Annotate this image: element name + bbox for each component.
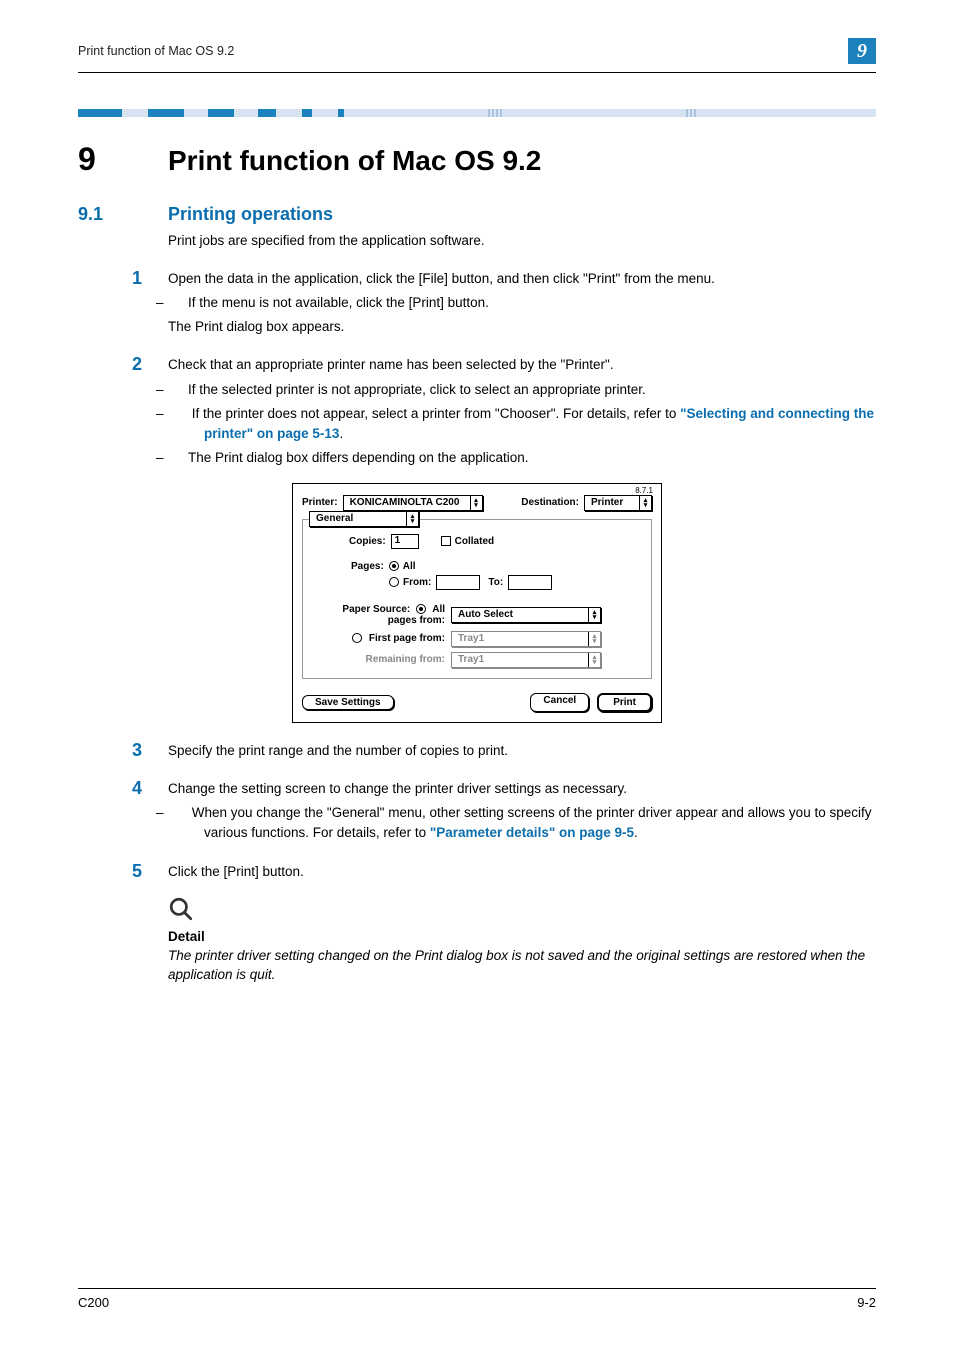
xref-link[interactable]: "Parameter details" on page 9-5 <box>430 825 634 840</box>
firstpage-radio[interactable] <box>352 633 362 643</box>
print-dialog: 8.7.1 Printer: KONICAMINOLTA C200 ▴▾ Des… <box>292 483 662 723</box>
footer-model: C200 <box>78 1295 109 1310</box>
chevron-updown-icon: ▴▾ <box>588 632 600 646</box>
step-text: Specify the print range and the number o… <box>168 741 876 761</box>
pages-all-label: All <box>403 561 416 572</box>
pages-from-radio[interactable] <box>389 577 399 587</box>
chapter-title: Print function of Mac OS 9.2 <box>168 145 541 177</box>
cancel-button[interactable]: Cancel <box>530 693 589 712</box>
step-sub: If the selected printer is not appropria… <box>188 380 876 400</box>
note-body: The printer driver setting changed on th… <box>168 947 876 985</box>
step-sub: The Print dialog box differs depending o… <box>188 448 876 468</box>
step-sub: If the printer does not appear, select a… <box>188 404 876 445</box>
printer-value: KONICAMINOLTA C200 <box>344 497 466 508</box>
pages-all-radio[interactable] <box>389 561 399 571</box>
footer-page: 9-2 <box>857 1295 876 1310</box>
allpages-radio[interactable] <box>416 604 426 614</box>
footer-rule <box>78 1288 876 1289</box>
magnifier-icon <box>168 909 194 926</box>
pages-to-label: To: <box>488 577 503 588</box>
step-number: 5 <box>132 862 168 882</box>
copies-label: Copies: <box>349 536 386 547</box>
step-text: Open the data in the application, click … <box>168 269 876 289</box>
printer-label: Printer: <box>302 497 338 508</box>
pages-from-label: From: <box>403 577 431 588</box>
allpages-select[interactable]: Auto Select ▴▾ <box>451 607 601 623</box>
intro-text: Print jobs are specified from the applic… <box>168 231 876 251</box>
step-sub-tail: . <box>634 825 638 840</box>
printer-select[interactable]: KONICAMINOLTA C200 ▴▾ <box>343 495 483 511</box>
note-title: Detail <box>168 929 876 944</box>
panel-select[interactable]: General ▴▾ <box>309 511 419 527</box>
step-sub-tail: . <box>339 426 343 441</box>
destination-select[interactable]: Printer ▴▾ <box>584 495 652 511</box>
step-number: 3 <box>132 741 168 761</box>
step-text: Click the [Print] button. <box>168 862 876 882</box>
save-settings-button[interactable]: Save Settings <box>302 695 394 710</box>
chevron-updown-icon: ▴▾ <box>470 496 482 510</box>
step-after: The Print dialog box appears. <box>168 317 876 337</box>
destination-label: Destination: <box>521 497 579 508</box>
remaining-select: Tray1 ▴▾ <box>451 652 601 668</box>
chevron-updown-icon: ▴▾ <box>406 512 418 526</box>
section-title: Printing operations <box>168 204 333 225</box>
panel-value: General <box>310 513 359 524</box>
remaining-label: Remaining from: <box>311 654 451 665</box>
remaining-value: Tray1 <box>452 654 490 665</box>
step-sub-text: If the printer does not appear, select a… <box>192 406 680 421</box>
firstpage-value: Tray1 <box>452 633 490 644</box>
chevron-updown-icon: ▴▾ <box>588 653 600 667</box>
firstpage-select: Tray1 ▴▾ <box>451 631 601 647</box>
destination-value: Printer <box>585 497 629 508</box>
dialog-version: 8.7.1 <box>635 486 653 495</box>
allpages-value: Auto Select <box>452 609 519 620</box>
collated-label: Collated <box>455 536 494 547</box>
chevron-updown-icon: ▴▾ <box>588 608 600 622</box>
step-sub: If the menu is not available, click the … <box>188 293 876 313</box>
separator-stripe <box>78 109 876 117</box>
pages-from-input[interactable] <box>436 575 480 590</box>
step-sub: When you change the "General" menu, othe… <box>188 803 876 844</box>
chevron-updown-icon: ▴▾ <box>639 496 651 510</box>
pages-label: Pages: <box>351 561 384 572</box>
step-text: Check that an appropriate printer name h… <box>168 355 876 375</box>
print-button[interactable]: Print <box>597 693 652 712</box>
running-title: Print function of Mac OS 9.2 <box>78 44 234 58</box>
header-rule <box>78 72 876 73</box>
step-text: Change the setting screen to change the … <box>168 779 876 799</box>
copies-input[interactable]: 1 <box>391 534 419 549</box>
collated-checkbox[interactable] <box>441 536 451 546</box>
section-number: 9.1 <box>78 204 168 225</box>
chapter-number: 9 <box>78 141 168 178</box>
pages-to-input[interactable] <box>508 575 552 590</box>
papersource-label: Paper Source: <box>342 604 410 615</box>
firstpage-label: First page from: <box>369 633 445 644</box>
chapter-badge: 9 <box>848 38 876 64</box>
